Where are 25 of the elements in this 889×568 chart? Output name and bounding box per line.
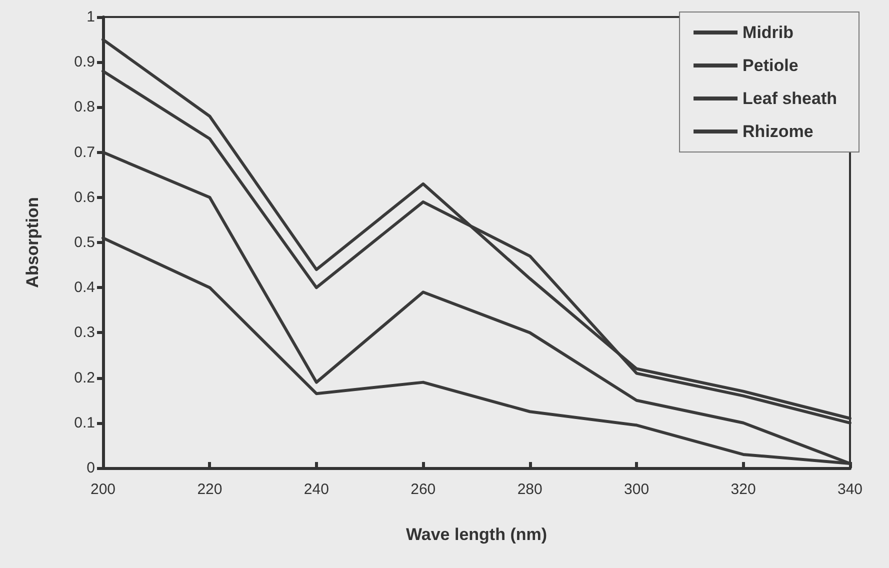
y-tick-label: 0.5 [74, 234, 95, 251]
x-tick-label: 220 [197, 481, 222, 498]
legend-label: Rhizome [742, 122, 814, 141]
x-tick-label: 280 [517, 481, 542, 498]
legend-label: Leaf sheath [742, 89, 838, 108]
x-tick-label: 340 [837, 481, 863, 498]
x-tick-label: 260 [410, 481, 436, 498]
x-tick-label: 300 [624, 481, 650, 498]
legend-label: Midrib [742, 23, 794, 42]
x-tick-label: 200 [90, 481, 116, 498]
y-tick-label: 0.3 [74, 324, 95, 342]
y-tick-label: 0.8 [74, 98, 95, 116]
legend-label: Petiole [742, 56, 798, 75]
y-tick-label: 1 [86, 8, 95, 26]
y-tick-label: 0.1 [74, 414, 95, 432]
x-axis-title: Wave length (nm) [406, 525, 548, 544]
x-tick-label: 320 [730, 481, 756, 498]
x-tick-label: 240 [304, 481, 329, 498]
y-tick-label: 0.7 [74, 144, 95, 161]
y-tick-label: 0.2 [74, 369, 95, 386]
y-tick-label: 0.9 [74, 54, 95, 71]
y-tick-label: 0 [86, 460, 95, 476]
y-axis-title: Absorption [23, 197, 42, 288]
y-tick-label: 0.4 [74, 279, 95, 296]
y-tick-label: 0.6 [74, 188, 95, 206]
